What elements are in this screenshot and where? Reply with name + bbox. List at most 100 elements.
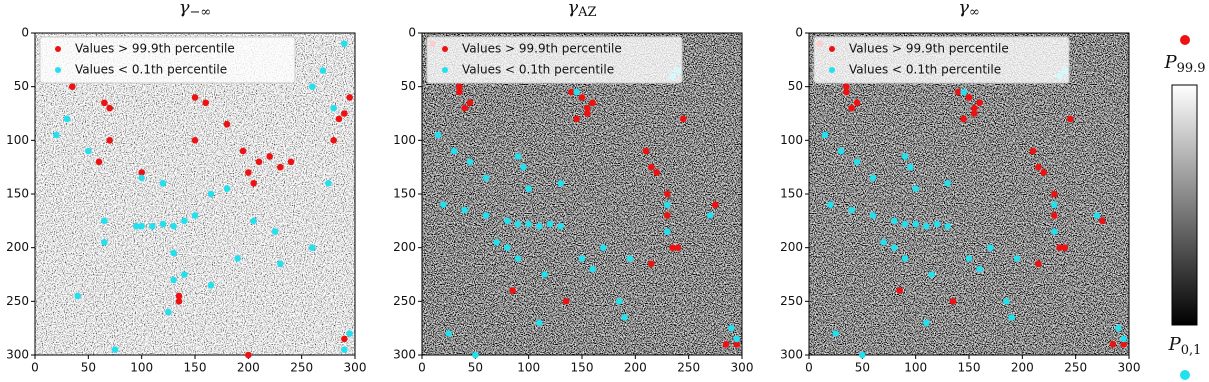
- scatter-point: [181, 217, 188, 225]
- scatter-point: [843, 88, 850, 96]
- scatter-point: [674, 244, 682, 251]
- x-tick-label: 250: [1064, 361, 1087, 375]
- scatter-point: [541, 271, 548, 278]
- scatter-point: [159, 220, 167, 228]
- scatter-point: [573, 115, 580, 123]
- legend-box: [813, 36, 1070, 84]
- scatter-point: [664, 228, 671, 235]
- scatter-point: [456, 88, 463, 96]
- scatter-point: [664, 201, 671, 209]
- scatter-point: [976, 99, 983, 107]
- scatter-point: [869, 212, 877, 219]
- scatter-point: [266, 153, 273, 160]
- scatter-point: [133, 222, 140, 230]
- scatter-point: [514, 220, 522, 228]
- colorbar-bottom-marker: [1180, 370, 1190, 380]
- legend-box: [39, 36, 296, 84]
- scatter-point: [1061, 244, 1069, 251]
- scatter-point: [106, 137, 113, 144]
- scatter-point: [1120, 340, 1127, 348]
- image-background: [35, 33, 355, 355]
- colorbar-bottom-label: P0,1: [1168, 334, 1202, 358]
- x-tick-label: 300: [1118, 361, 1141, 375]
- scatter-point: [466, 99, 474, 107]
- scatter-point: [557, 179, 564, 187]
- scatter-point: [175, 298, 183, 305]
- scatter-point: [95, 158, 103, 166]
- scatter-point: [923, 319, 930, 327]
- y-tick-label: 0: [795, 26, 803, 40]
- scatter-point: [245, 169, 252, 176]
- x-tick-label: 250: [290, 361, 313, 375]
- legend-label: Values < 0.1th percentile: [75, 63, 227, 77]
- scatter-point: [843, 83, 850, 90]
- scatter-point: [504, 217, 511, 225]
- scatter-point: [1051, 190, 1058, 198]
- scatter-point: [960, 115, 967, 123]
- scatter-point: [341, 335, 348, 343]
- legend-label: Values > 99.9th percentile: [849, 42, 1009, 56]
- x-tick-label: 100: [517, 361, 540, 375]
- scatter-point: [514, 153, 522, 160]
- x-tick-label: 300: [344, 361, 367, 375]
- scatter-point: [859, 351, 866, 359]
- scatter-point: [578, 94, 586, 101]
- scatter-point: [111, 346, 119, 353]
- scatter-point: [621, 314, 628, 321]
- scatter-point: [664, 212, 671, 219]
- scatter-point: [170, 276, 177, 284]
- scatter-point: [1035, 260, 1042, 268]
- scatter-point: [277, 163, 284, 171]
- scatter-point: [626, 255, 634, 262]
- scatter-point: [330, 137, 337, 144]
- y-tick-label: 150: [393, 187, 416, 201]
- scatter-point: [907, 163, 914, 171]
- title-symbol: γ: [958, 0, 969, 18]
- y-tick-label: 100: [780, 133, 803, 147]
- colorbar-top-label: P99.9: [1163, 52, 1205, 76]
- scatter-point: [880, 239, 887, 246]
- scatter-point: [546, 220, 554, 228]
- scatter-point: [504, 244, 511, 251]
- legend-marker: [55, 67, 61, 73]
- scatter-point: [159, 179, 167, 187]
- y-tick-label: 250: [6, 294, 29, 308]
- colorbar: [1171, 84, 1198, 326]
- scatter-point: [1099, 217, 1106, 225]
- scatter-point: [933, 220, 941, 228]
- y-tick-label: 50: [401, 79, 416, 93]
- scatter-point: [536, 222, 543, 230]
- scatter-point: [181, 271, 188, 278]
- scatter-point: [456, 83, 463, 90]
- scatter-point: [1051, 228, 1058, 235]
- legend-marker: [55, 46, 61, 52]
- legend-marker: [442, 67, 448, 73]
- scatter-point: [149, 222, 156, 230]
- scatter-point: [976, 265, 983, 273]
- scatter-point: [330, 104, 337, 112]
- scatter-point: [309, 244, 316, 251]
- scatter-point: [271, 228, 279, 235]
- scatter-point: [520, 163, 527, 171]
- scatter-point: [482, 212, 490, 219]
- scatter-point: [525, 185, 532, 192]
- image-background: [809, 33, 1129, 355]
- scatter-point: [191, 212, 199, 219]
- scatter-point: [733, 335, 740, 343]
- y-tick-label: 0: [21, 26, 29, 40]
- scatter-point: [600, 244, 607, 251]
- scatter-point: [728, 324, 735, 332]
- scatter-point: [509, 287, 516, 294]
- scatter-point: [440, 201, 447, 209]
- scatter-point: [965, 94, 973, 101]
- scatter-point: [223, 120, 231, 128]
- title-symbol: γ: [179, 0, 190, 18]
- scatter-point: [1051, 201, 1058, 209]
- scatter-point: [896, 287, 903, 294]
- x-tick-label: 0: [805, 361, 813, 375]
- scatter-point: [971, 110, 978, 117]
- scatter-point: [1035, 163, 1042, 171]
- scatter-point: [944, 222, 951, 230]
- scatter-point: [573, 88, 580, 96]
- y-tick-label: 50: [788, 79, 803, 93]
